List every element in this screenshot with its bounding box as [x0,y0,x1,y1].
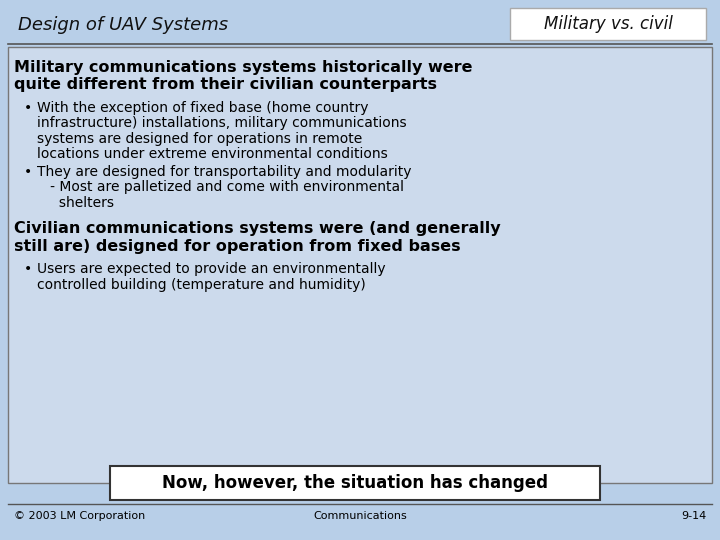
Text: 9-14: 9-14 [680,511,706,521]
Text: With the exception of fixed base (home country: With the exception of fixed base (home c… [37,101,369,115]
Text: Communications: Communications [313,511,407,521]
Text: infrastructure) installations, military communications: infrastructure) installations, military … [37,117,407,131]
Text: •: • [24,262,32,276]
Text: They are designed for transportability and modularity: They are designed for transportability a… [37,165,412,179]
Text: Military communications systems historically were: Military communications systems historic… [14,60,472,75]
Text: •: • [24,101,32,115]
Text: shelters: shelters [37,196,114,210]
Text: © 2003 LM Corporation: © 2003 LM Corporation [14,511,145,521]
FancyBboxPatch shape [510,8,706,40]
Text: still are) designed for operation from fixed bases: still are) designed for operation from f… [14,239,461,254]
Text: Civilian communications systems were (and generally: Civilian communications systems were (an… [14,221,500,237]
Text: locations under extreme environmental conditions: locations under extreme environmental co… [37,147,388,161]
Text: Military vs. civil: Military vs. civil [544,15,672,33]
Text: Users are expected to provide an environmentally: Users are expected to provide an environ… [37,262,386,276]
FancyBboxPatch shape [110,466,600,500]
Text: controlled building (temperature and humidity): controlled building (temperature and hum… [37,278,366,292]
Text: - Most are palletized and come with environmental: - Most are palletized and come with envi… [37,180,404,194]
Text: Design of UAV Systems: Design of UAV Systems [18,16,228,34]
Text: •: • [24,165,32,179]
Text: systems are designed for operations in remote: systems are designed for operations in r… [37,132,362,146]
Text: quite different from their civilian counterparts: quite different from their civilian coun… [14,78,437,92]
FancyBboxPatch shape [8,47,712,483]
Text: Now, however, the situation has changed: Now, however, the situation has changed [162,474,548,492]
